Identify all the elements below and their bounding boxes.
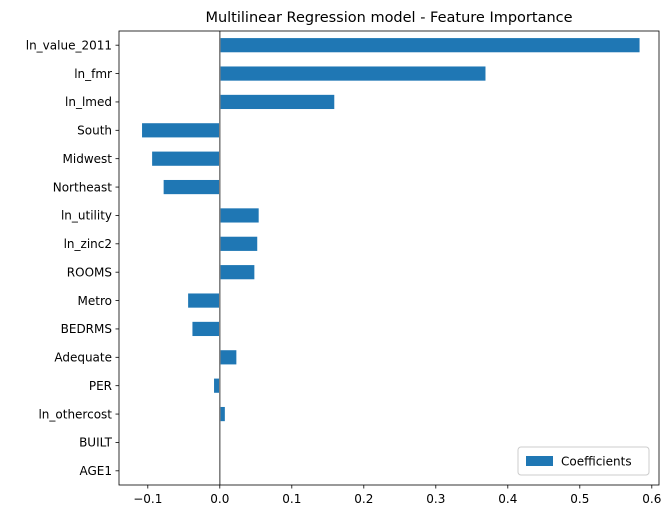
bar-ln-lmed [219,94,335,110]
bar-bedrms [192,321,220,337]
x-tick-label: 0.4 [498,492,517,506]
y-tick-label: Adequate [54,351,112,365]
y-tick-label: ln_lmed [65,95,112,109]
axes-frame [118,30,660,486]
x-tick-label: 0.3 [426,492,445,506]
y-tick-label: BEDRMS [61,322,112,336]
y-tick-label: ROOMS [67,265,112,279]
y-tick-label: Midwest [63,152,113,166]
bar-south [142,123,220,138]
x-tick-label: 0.6 [642,492,661,506]
bar-per [214,378,220,393]
bar-ln-zinc2 [219,236,258,251]
y-tick-label: ln_fmr [74,67,112,81]
y-tick-label: AGE1 [79,464,112,478]
legend-label: Coefficients [561,455,632,469]
bar-ln-value-2011 [219,38,640,53]
legend: Coefficients [517,446,650,476]
y-tick-label: Metro [78,294,112,308]
bar-ln-othercost [219,406,225,422]
y-tick-label: ln_othercost [38,407,112,421]
x-tick-label: 0.2 [354,492,373,506]
bar-northeast [163,179,220,195]
y-tick-label: ln_value_2011 [26,38,112,52]
legend-box [517,446,650,476]
bar-adequate [219,350,237,365]
legend-swatch [526,456,553,466]
y-tick-label: PER [89,379,112,393]
y-tick-label: ln_utility [61,209,112,223]
y-tick-label: BUILT [79,436,113,450]
plot-area: ln_value_2011 ln_fmr ln_lmed South Midwest No… [26,30,661,506]
x-tick-label: 0.0 [210,492,229,506]
bar-metro [188,293,220,308]
chart-title: Multilinear Regression model - Feature I… [205,10,572,26]
x-tick-label: −0.1 [133,492,162,506]
x-tick-label: 0.1 [282,492,301,506]
y-tick-label: South [77,124,112,138]
bar-ln-fmr [219,66,486,81]
x-tick-label: 0.5 [570,492,589,506]
y-tick-label: Northeast [53,180,113,194]
bar-midwest [152,151,220,166]
y-tick-label: ln_zinc2 [64,237,112,251]
bar-rooms [219,265,255,280]
bar-ln-utility [219,208,259,223]
